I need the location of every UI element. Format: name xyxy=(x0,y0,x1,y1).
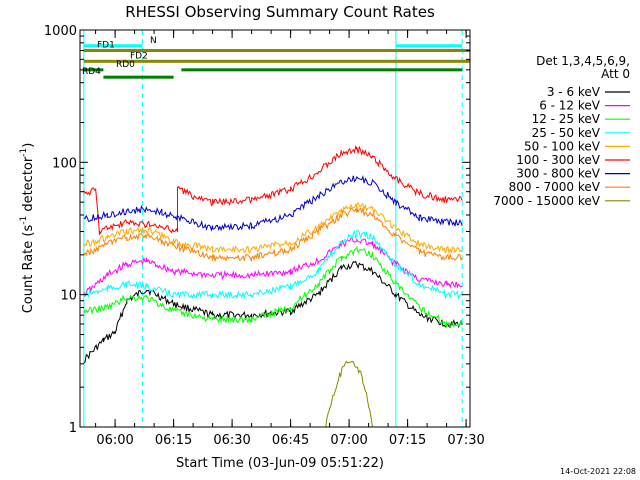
status-label-4: RD4 xyxy=(82,67,101,77)
x-tick-label-5: 07:15 xyxy=(389,433,426,448)
y-tick-label-3: 1000 xyxy=(44,24,77,39)
status-bar-3-1 xyxy=(181,68,463,72)
series-line-7 xyxy=(83,206,463,263)
legend-label-6: 300 - 800 keV xyxy=(516,167,600,181)
legend-title-line2: Att 0 xyxy=(601,67,630,81)
axes: 06:00 06:15 06:30 06:45 07:00 07:15 07:30 1 10 10… xyxy=(44,24,485,448)
series-line-8 xyxy=(325,360,373,428)
series-line-5 xyxy=(83,144,463,235)
legend-label-1: 6 - 12 keV xyxy=(539,99,601,113)
y-tick-label-0: 1 xyxy=(69,421,77,436)
status-bar-4-0 xyxy=(103,75,174,79)
legend-label-8: 7000 - 15000 keV xyxy=(493,194,600,208)
status-bar-3-0 xyxy=(83,68,104,72)
legend-label-5: 100 - 300 keV xyxy=(516,153,600,167)
chart-title: RHESSI Observing Summary Count Rates xyxy=(125,3,435,21)
status-label-3: RD0 xyxy=(116,60,135,70)
series-line-4 xyxy=(83,201,463,255)
status-label-2: FD2 xyxy=(130,51,148,61)
x-tick-label-2: 06:30 xyxy=(213,433,250,448)
x-axis-label: Start Time (03-Jun-09 05:51:22) xyxy=(176,456,384,471)
legend-label-0: 3 - 6 keV xyxy=(547,85,601,99)
plot-frame xyxy=(79,29,471,428)
status-label-1: FD1 xyxy=(97,40,115,50)
y-tick-label-2: 100 xyxy=(52,156,77,171)
series-line-3 xyxy=(83,229,463,301)
series-line-2 xyxy=(83,245,463,328)
y-tick-label-1: 10 xyxy=(60,289,77,304)
x-tick-label-3: 06:45 xyxy=(272,433,309,448)
series-lines xyxy=(83,144,463,428)
status-label-0: N xyxy=(150,36,157,46)
x-tick-label-0: 06:00 xyxy=(96,433,133,448)
x-tick-label-4: 07:00 xyxy=(330,433,367,448)
status-bar-0-0 xyxy=(83,44,143,48)
legend-label-4: 50 - 100 keV xyxy=(524,139,601,153)
series-line-6 xyxy=(83,175,463,232)
footer-date: 14-Oct-2021 22:08 xyxy=(560,467,636,476)
legend-title-line1: Det 1,3,4,5,6,9, xyxy=(536,54,630,68)
x-tick-label-6: 07:30 xyxy=(447,433,484,448)
legend-label-7: 800 - 7000 keV xyxy=(509,180,601,194)
legend-label-2: 12 - 25 keV xyxy=(532,112,601,126)
series-line-1 xyxy=(83,237,463,298)
status-bar-0-1 xyxy=(395,44,463,48)
status-bar-2-0 xyxy=(83,59,471,63)
legend-label-3: 25 - 50 keV xyxy=(532,126,601,140)
x-tick-label-1: 06:15 xyxy=(155,433,192,448)
series-line-0 xyxy=(83,260,463,364)
status-bar-1-0 xyxy=(83,48,471,52)
y-axis-label: Count Rate (s-1 detector-1) xyxy=(19,143,36,314)
